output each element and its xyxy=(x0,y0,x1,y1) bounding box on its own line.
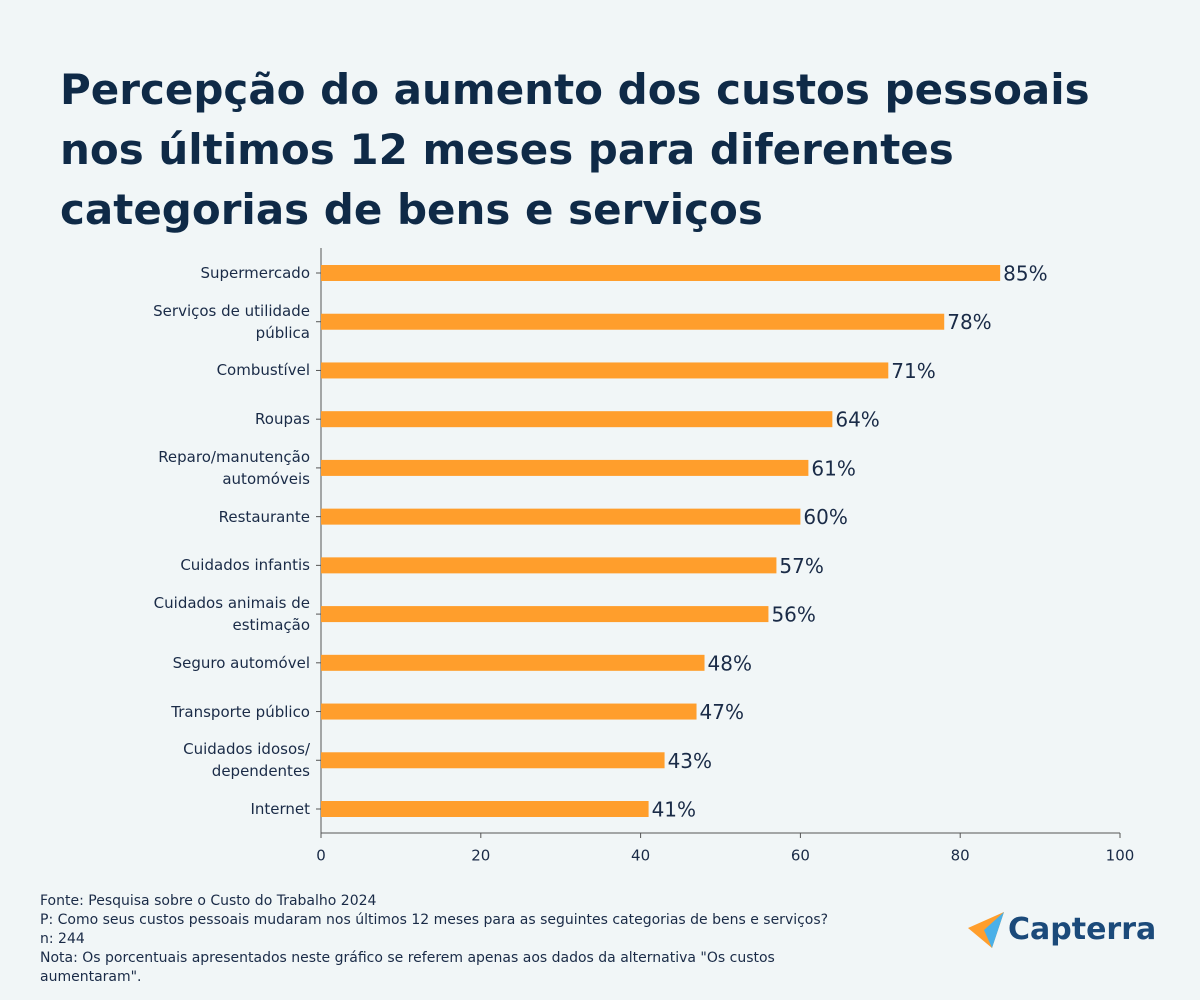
x-tick-label: 40 xyxy=(631,847,650,865)
bar xyxy=(321,508,801,525)
value-label: 47% xyxy=(700,700,744,724)
value-label: 43% xyxy=(668,749,712,773)
chart-title: Percepção do aumento dos custos pessoais… xyxy=(60,65,1090,234)
bar xyxy=(321,606,769,623)
y-tick-label: Cuidados infantis xyxy=(180,556,310,575)
y-tick-label: Reparo/manutenção automóveis xyxy=(158,447,310,488)
bar xyxy=(321,459,809,476)
value-label: 57% xyxy=(779,554,823,578)
value-label: 41% xyxy=(652,798,696,822)
value-label: 56% xyxy=(771,603,815,627)
footer: Fonte: Pesquisa sobre o Custo do Trabalh… xyxy=(40,892,860,987)
bar xyxy=(321,654,705,671)
bar xyxy=(321,801,649,817)
y-tick-label: Transporte público xyxy=(171,702,310,721)
y-tick-label: Serviços de utilidade pública xyxy=(153,301,310,342)
x-tick-label: 0 xyxy=(316,847,326,865)
bar xyxy=(321,313,945,330)
bar xyxy=(321,703,697,720)
note: Nota: Os porcentuais apresentados neste … xyxy=(40,950,775,985)
logo-icon xyxy=(984,912,1004,948)
y-tick-label: Combustível xyxy=(216,361,310,380)
bar xyxy=(321,362,889,379)
y-tick-label: Seguro automóvel xyxy=(172,653,310,672)
x-tick-label: 20 xyxy=(471,847,490,865)
y-tick-label: Cuidados animais de estimação xyxy=(153,594,310,635)
x-tick-label: 100 xyxy=(1106,847,1135,865)
bar xyxy=(321,265,1001,281)
y-tick-label: Supermercado xyxy=(200,264,311,282)
y-tick-label: Roupas xyxy=(255,410,310,429)
value-label: 48% xyxy=(708,651,752,675)
value-label: 71% xyxy=(891,359,935,383)
y-tick-label: Internet xyxy=(250,800,310,818)
bar xyxy=(321,752,665,769)
x-tick-label: 80 xyxy=(951,847,970,865)
y-tick-label: Cuidados idosos/ dependentes xyxy=(183,740,310,781)
value-label: 64% xyxy=(835,408,879,432)
logo: Capterra xyxy=(1008,912,1157,947)
value-label: 60% xyxy=(803,505,847,529)
source: Fonte: Pesquisa sobre o Custo do Trabalh… xyxy=(40,893,377,909)
value-label: 85% xyxy=(1003,262,1047,286)
sample-size: n: 244 xyxy=(40,931,85,947)
value-label: 61% xyxy=(811,456,855,480)
question: P: Como seus custos pessoais mudaram nos… xyxy=(40,912,829,928)
bar xyxy=(321,557,777,574)
value-label: 78% xyxy=(947,310,991,334)
x-tick-label: 60 xyxy=(791,847,810,865)
y-tick-label: Restaurante xyxy=(218,507,310,526)
bar xyxy=(321,411,833,428)
